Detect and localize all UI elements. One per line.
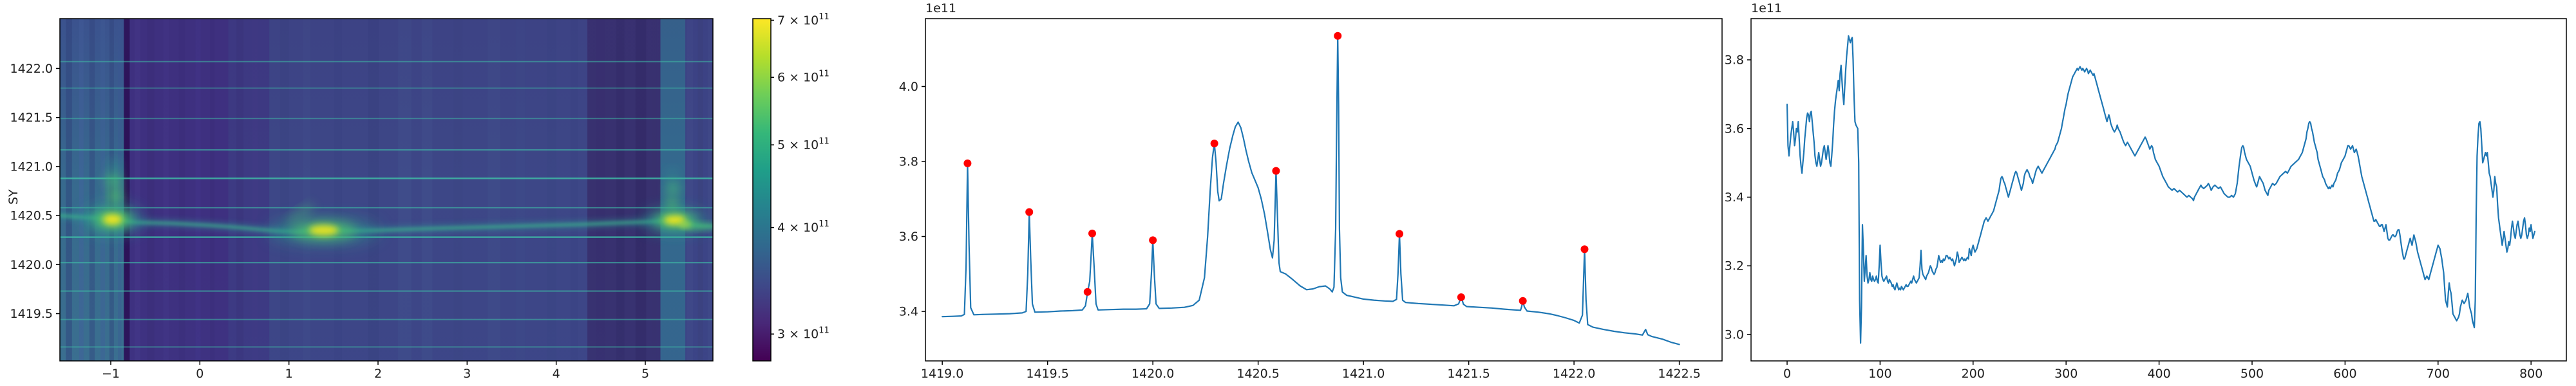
heatmap-scanline bbox=[60, 118, 713, 120]
spectrum-peak-marker bbox=[1272, 167, 1280, 175]
timeseries-x-tick-label: 800 bbox=[2519, 367, 2543, 381]
panel1-ylabel: SY bbox=[6, 189, 21, 205]
heatmap-panel: −1 0 1 2 3 4 5 1422.0 1421.5 1421.0 1420.5 1420.0 14… bbox=[10, 18, 714, 381]
heatmap-x-tick-label: 3 bbox=[463, 367, 471, 381]
spectrum-peak-marker bbox=[1149, 236, 1157, 244]
colorbar: 7 × 1011 6 × 1011 5 × 1011 4 × 1011 3 × 1011 bbox=[752, 12, 829, 362]
heatmap-tone bbox=[60, 19, 713, 361]
spectrum-x-tick-label: 1419.0 bbox=[921, 367, 963, 381]
timeseries-data-line bbox=[1786, 35, 2536, 344]
heatmap-blob bbox=[308, 225, 339, 235]
heatmap-x-tick-label: 0 bbox=[196, 367, 204, 381]
heatmap-y-tick-label: 1419.5 bbox=[10, 307, 53, 321]
heatmap-x-tick-label: 2 bbox=[374, 367, 382, 381]
heatmap-blob bbox=[105, 172, 122, 188]
heatmap-scanline bbox=[60, 177, 713, 179]
spectrum-x-tick-label: 1422.5 bbox=[1658, 367, 1700, 381]
timeseries-panel: 0 100 200 300 400 500 600 700 800 3.0 3.2 3.4 3.6 3.8 bbox=[1725, 18, 2567, 381]
spectrum-axes-frame bbox=[925, 18, 1723, 362]
heatmap-blob bbox=[666, 196, 678, 212]
spectrum-peak-marker bbox=[1580, 245, 1589, 253]
spectrum-peak-marker bbox=[1088, 229, 1096, 237]
heatmap-y-tick-label: 1420.5 bbox=[10, 209, 53, 223]
spectrum-x-tick-label: 1420.5 bbox=[1236, 367, 1279, 381]
spectrum-peak-marker bbox=[1210, 140, 1218, 148]
colorbar-tick-label: 6 × 1011 bbox=[777, 69, 829, 85]
timeseries-x-tick-label: 0 bbox=[1783, 367, 1791, 381]
timeseries-x-tick-label: 600 bbox=[2333, 367, 2356, 381]
heatmap-blob bbox=[107, 187, 123, 205]
spectrum-peak-marker bbox=[1519, 297, 1527, 305]
spectrum-peak-marker bbox=[963, 159, 972, 167]
spectrum-peak-marker bbox=[1334, 32, 1342, 40]
heatmap-blob bbox=[667, 169, 677, 180]
colorbar-frame bbox=[752, 18, 772, 362]
timeseries-x-tick-label: 300 bbox=[2054, 367, 2078, 381]
heatmap-blob bbox=[666, 181, 679, 195]
heatmap-scanline bbox=[60, 149, 713, 151]
heatmap-scanline bbox=[60, 262, 713, 264]
colorbar-tick-label: 7 × 1011 bbox=[777, 12, 829, 28]
timeseries-y-tick-label: 3.2 bbox=[1725, 259, 1744, 273]
timeseries-x-tick-label: 400 bbox=[2147, 367, 2170, 381]
heatmap-scanline bbox=[60, 87, 713, 89]
spectrum-peak-marker bbox=[1083, 288, 1092, 296]
timeseries-y-tick-label: 3.6 bbox=[1725, 122, 1744, 136]
spectrum-data-line bbox=[942, 35, 1680, 345]
spectrum-x-tick-label: 1420.0 bbox=[1132, 367, 1174, 381]
spectrum-x-tick-label: 1421.5 bbox=[1447, 367, 1490, 381]
heatmap-x-tick-label: −1 bbox=[102, 367, 120, 381]
spectrum-y-tick-label: 3.8 bbox=[899, 155, 918, 169]
timeseries-x-tick-label: 200 bbox=[1962, 367, 1985, 381]
colorbar-tick-label: 4 × 1011 bbox=[777, 219, 829, 235]
timeseries-axes-frame bbox=[1750, 18, 2567, 362]
spectrum-y-tick-label: 3.4 bbox=[899, 305, 918, 319]
heatmap-blob bbox=[681, 223, 713, 230]
spectrum-y-tick-label: 3.6 bbox=[899, 230, 918, 244]
timeseries-y-tick-label: 3.0 bbox=[1725, 327, 1744, 342]
spectrum-peak-marker bbox=[1025, 208, 1034, 216]
heatmap-y-tick-label: 1420.0 bbox=[10, 258, 53, 272]
timeseries-y-tick-label: 3.4 bbox=[1725, 190, 1744, 205]
timeseries-x-tick-label: 700 bbox=[2427, 367, 2450, 381]
spectrum-peak-marker bbox=[1396, 230, 1404, 238]
heatmap-axes-frame bbox=[59, 18, 714, 362]
panel2-offset-label: 1e11 bbox=[925, 1, 956, 15]
heatmap-blob bbox=[108, 160, 121, 173]
heatmap-scanline bbox=[60, 60, 713, 62]
heatmap-image bbox=[60, 19, 713, 361]
timeseries-x-tick-label: 500 bbox=[2240, 367, 2264, 381]
heatmap-scanline bbox=[60, 207, 713, 208]
heatmap-x-tick-label: 1 bbox=[285, 367, 293, 381]
spectrum-x-tick-label: 1421.0 bbox=[1342, 367, 1385, 381]
heatmap-x-tick-label: 4 bbox=[553, 367, 560, 381]
timeseries-y-tick-label: 3.8 bbox=[1725, 53, 1744, 68]
colorbar-gradient bbox=[753, 19, 771, 361]
spectrum-panel: 1419.0 1419.5 1420.0 1420.5 1421.0 1421.5 1422… bbox=[899, 18, 1723, 381]
heatmap-blob bbox=[286, 203, 315, 225]
timeseries-x-tick-label: 100 bbox=[1868, 367, 1891, 381]
colorbar-tick-label: 3 × 1011 bbox=[777, 326, 829, 342]
heatmap-blob bbox=[102, 214, 122, 225]
spectrum-y-tick-label: 4.0 bbox=[899, 80, 918, 94]
heatmap-blob bbox=[663, 215, 686, 225]
heatmap-y-tick-label: 1421.0 bbox=[10, 160, 53, 174]
colorbar-tick-label: 5 × 1011 bbox=[777, 137, 829, 152]
spectrum-x-tick-label: 1422.0 bbox=[1553, 367, 1595, 381]
heatmap-y-tick-label: 1422.0 bbox=[10, 62, 53, 76]
heatmap-x-tick-label: 5 bbox=[641, 367, 649, 381]
heatmap-scanline bbox=[60, 346, 713, 348]
panel3-offset-label: 1e11 bbox=[1751, 1, 1782, 15]
spectrum-peak-marker bbox=[1457, 293, 1465, 301]
heatmap-y-tick-label: 1421.5 bbox=[10, 111, 53, 125]
spectrum-x-tick-label: 1419.5 bbox=[1026, 367, 1068, 381]
heatmap-scanline bbox=[60, 318, 713, 320]
heatmap-scanline bbox=[60, 236, 713, 238]
heatmap-scanline bbox=[60, 290, 713, 292]
